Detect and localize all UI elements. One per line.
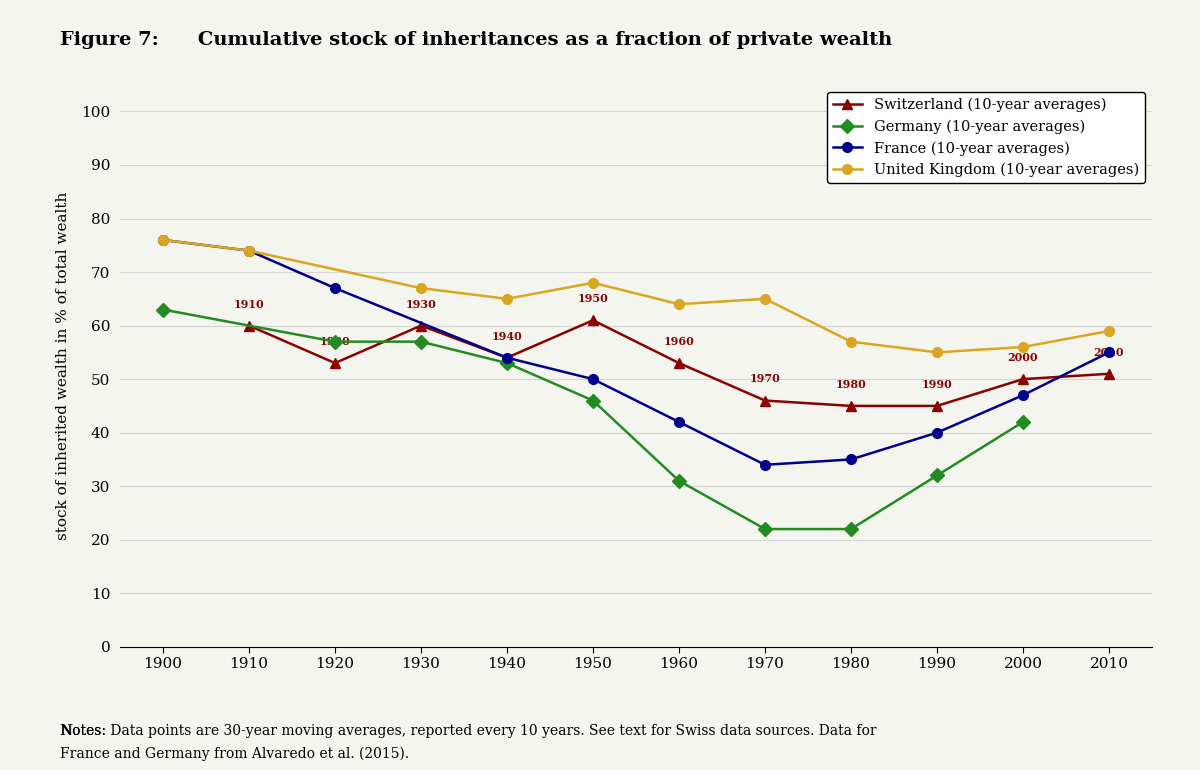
Text: 1940: 1940 [492, 330, 522, 342]
Text: France and Germany from Alvaredo et al. (2015).: France and Germany from Alvaredo et al. … [60, 747, 409, 762]
Y-axis label: stock of inherited wealth in % of total wealth: stock of inherited wealth in % of total … [56, 192, 70, 540]
Text: Notes:: Notes: [60, 724, 106, 738]
Text: 1930: 1930 [406, 299, 437, 310]
Text: 2010: 2010 [1093, 346, 1124, 358]
Text: 1950: 1950 [577, 293, 608, 304]
Text: 1980: 1980 [835, 379, 866, 390]
Text: 1910: 1910 [234, 299, 264, 310]
Legend: Switzerland (10-year averages), Germany (10-year averages), France (10-year aver: Switzerland (10-year averages), Germany … [827, 92, 1145, 183]
Text: 1990: 1990 [922, 379, 953, 390]
Text: 1920: 1920 [319, 336, 350, 347]
Text: 1960: 1960 [664, 336, 695, 347]
Text: Notes: Data points are 30-year moving averages, reported every 10 years. See tex: Notes: Data points are 30-year moving av… [60, 724, 877, 738]
Text: 2000: 2000 [1008, 352, 1038, 363]
Text: 1970: 1970 [750, 373, 780, 384]
Text: Figure 7:  Cumulative stock of inheritances as a fraction of private wealth: Figure 7: Cumulative stock of inheritanc… [60, 31, 893, 49]
